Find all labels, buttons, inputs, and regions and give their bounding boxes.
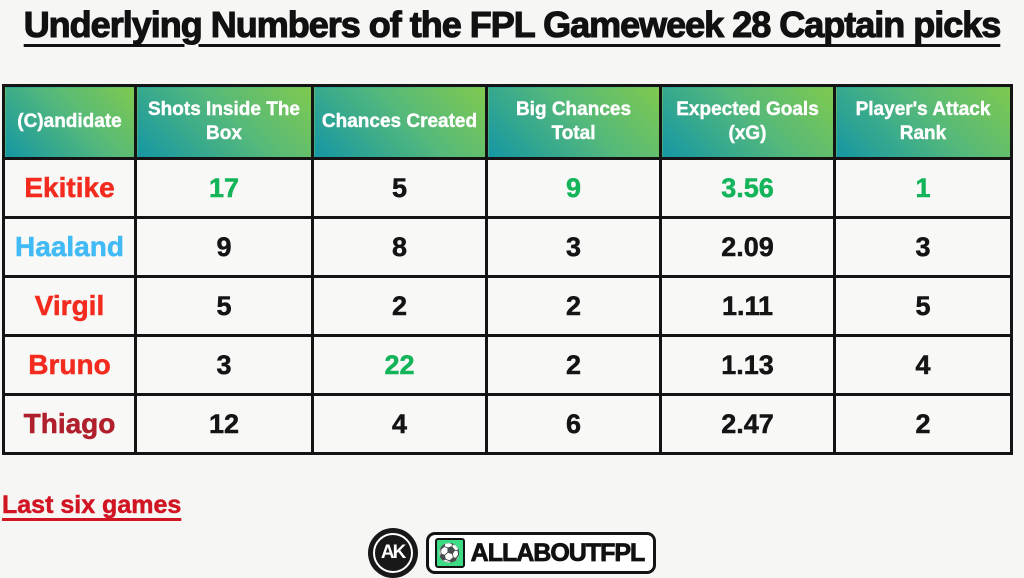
stat-cell: 2.09: [659, 216, 836, 278]
stat-cell: 17: [134, 157, 314, 219]
stat-cell: 2.47: [659, 393, 836, 455]
stat-cell: 8: [311, 216, 488, 278]
stat-cell: 12: [134, 393, 314, 455]
stat-cell: 4: [311, 393, 488, 455]
stat-cell: 3: [134, 334, 314, 396]
stat-cell: 4: [833, 334, 1013, 396]
player-name: Virgil: [2, 275, 137, 337]
table-row: Haaland 9 8 3 2.09 3: [2, 216, 1013, 278]
header-row: (C)andidate Shots Inside The Box Chances…: [2, 84, 1013, 160]
ak-monogram-text: AK: [372, 533, 413, 573]
col-header-shots-inside-box: Shots Inside The Box: [134, 84, 314, 160]
stat-cell: 3: [485, 216, 662, 278]
captain-stats-table: (C)andidate Shots Inside The Box Chances…: [2, 84, 1013, 455]
player-name: Ekitike: [2, 157, 137, 219]
ak-monogram-logo: AK: [367, 528, 418, 578]
stat-cell: 3.56: [659, 157, 836, 219]
table-row: Bruno 3 22 2 1.13 4: [2, 334, 1013, 396]
footer-logo-bar: AK ⚽ ALLABOUTFPL: [0, 528, 1024, 578]
stat-cell: 9: [134, 216, 314, 278]
player-name: Thiago: [2, 393, 137, 455]
stat-cell: 2: [485, 334, 662, 396]
footnote-last-six-games: Last six games: [2, 491, 182, 520]
player-name: Bruno: [2, 334, 137, 396]
stat-cell: 2: [485, 275, 662, 337]
stat-cell: 5: [311, 157, 488, 219]
col-header-expected-goals: Expected Goals (xG): [659, 84, 836, 160]
table-body: Ekitike 17 5 9 3.56 1 Haaland 9 8 3 2.09…: [2, 157, 1013, 455]
brand-name: ALLABOUTFPL: [470, 538, 646, 567]
stat-cell: 22: [311, 334, 488, 396]
allaboutfpl-badge: ⚽ ALLABOUTFPL: [425, 532, 657, 574]
table-row: Virgil 5 2 2 1.11 5: [2, 275, 1013, 337]
table-row: Thiago 12 4 6 2.47 2: [2, 393, 1013, 455]
stat-cell: 9: [485, 157, 662, 219]
stat-cell: 5: [833, 275, 1013, 337]
stat-cell: 1: [833, 157, 1013, 219]
stat-cell: 2: [833, 393, 1013, 455]
table-header: (C)andidate Shots Inside The Box Chances…: [2, 84, 1013, 160]
stat-cell: 5: [134, 275, 314, 337]
col-header-chances-created: Chances Created: [311, 84, 488, 160]
stat-cell: 1.11: [659, 275, 836, 337]
stat-cell: 1.13: [659, 334, 836, 396]
stat-cell: 3: [833, 216, 1013, 278]
soccer-ball-icon: ⚽: [434, 538, 465, 568]
table-row: Ekitike 17 5 9 3.56 1: [2, 157, 1013, 219]
stat-cell: 2: [311, 275, 488, 337]
col-header-big-chances-total: Big Chances Total: [485, 84, 662, 160]
col-header-attack-rank: Player's Attack Rank: [833, 84, 1013, 160]
page-title: Underlying Numbers of the FPL Gameweek 2…: [23, 3, 1002, 45]
col-header-candidate: (C)andidate: [2, 84, 137, 160]
player-name: Haaland: [2, 216, 137, 278]
stat-cell: 6: [485, 393, 662, 455]
